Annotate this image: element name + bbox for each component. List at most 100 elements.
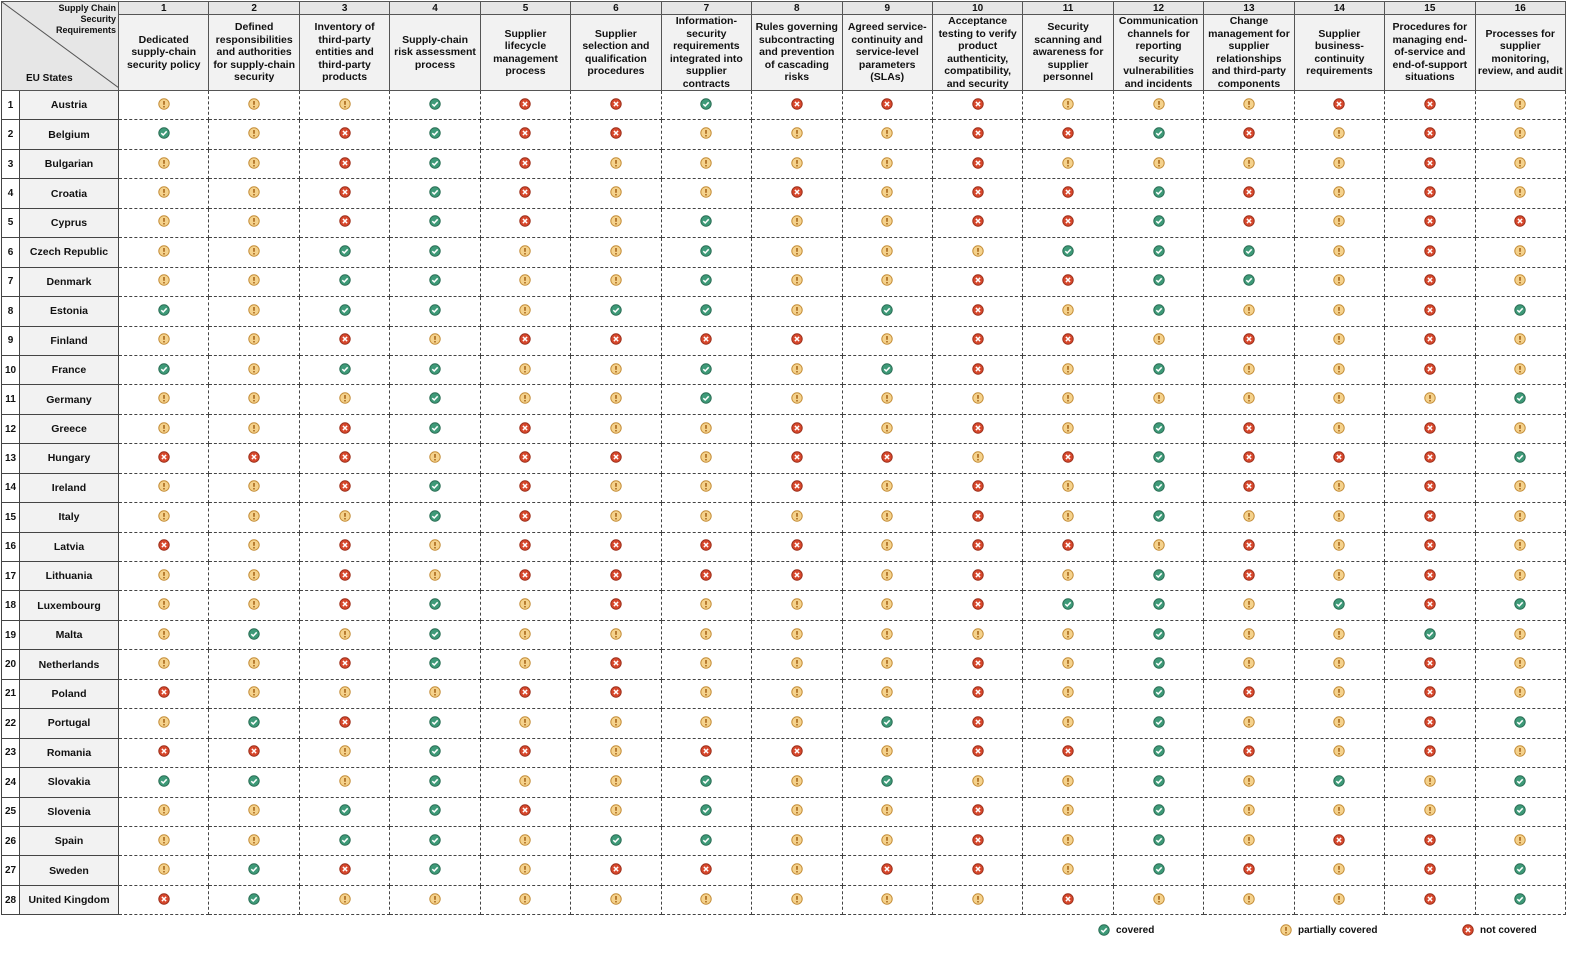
status-cell [570,472,662,504]
status-icon [338,598,351,610]
status-cell [570,89,662,121]
status-icon [610,274,622,287]
status-icon [1062,186,1074,198]
state-name: Poland [19,678,119,710]
status-icon [791,716,803,728]
status-icon [1152,186,1165,198]
status-cell [931,266,1024,298]
status-icon [1424,480,1436,493]
status-cell [1022,502,1114,533]
row-number: 20 [1,649,20,680]
status-cell [1474,502,1567,533]
state-name: Estonia [19,296,119,327]
status-icon [519,421,532,434]
status-cell [1474,413,1567,445]
status-icon [610,569,622,581]
status-cell [570,737,662,769]
status-icon [158,451,170,463]
state-name: Croatia [19,178,119,209]
status-icon [158,127,170,139]
status-cell [1112,619,1205,651]
status-cell [841,708,933,739]
status-icon [1424,598,1436,610]
status-icon [1243,304,1255,316]
status-cell [1384,325,1476,356]
status-icon [248,510,260,522]
status-icon [1333,98,1346,110]
status-icon [338,804,351,816]
status-icon [429,421,441,434]
status-cell [931,531,1024,563]
status-cell [931,119,1024,150]
status-icon [1424,451,1436,463]
status-cell [931,649,1024,680]
status-cell [660,384,753,415]
status-icon [700,156,713,169]
status-icon [248,716,260,728]
status-cell [570,296,662,327]
status-icon [158,892,170,905]
status-icon [1062,98,1074,110]
status-icon [971,215,984,228]
status-icon [1152,833,1165,846]
status-icon [971,186,984,198]
status-cell [570,884,662,916]
status-icon [1152,215,1165,228]
status-icon [1243,892,1255,905]
status-cell [298,237,391,268]
state-row: 16 Latvia [1,531,1567,563]
status-cell [1474,649,1567,680]
status-icon [1062,127,1074,139]
status-icon [1152,804,1165,816]
status-cell [298,384,391,415]
status-icon [1062,510,1074,522]
status-cell [298,443,391,474]
status-icon [158,215,170,228]
status-cell [751,472,843,504]
status-cell [660,443,753,474]
status-icon [971,745,984,758]
status-cell [751,148,843,180]
row-number: 6 [1,237,20,268]
status-cell [660,590,753,621]
status-cell [208,472,300,504]
status-icon [1333,775,1346,787]
status-cell [841,413,933,445]
status-icon [248,98,260,110]
status-icon [610,833,622,846]
status-cell [1384,354,1476,386]
status-icon [1243,362,1255,375]
status-cell [389,560,481,592]
status-cell [931,178,1024,209]
status-cell [117,237,210,268]
state-row: 6 Czech Republic [1,237,1567,268]
status-cell [1384,531,1476,563]
status-cell [1474,89,1567,121]
status-cell [751,413,843,445]
status-cell [1384,443,1476,474]
status-icon [248,392,260,404]
column-number: 11 [1022,1,1114,15]
row-number: 5 [1,207,20,239]
status-cell [1112,443,1205,474]
status-icon [1424,510,1436,522]
status-cell [841,472,933,504]
status-cell [1293,884,1386,916]
corner-diagonal [2,2,118,88]
status-icon [248,421,260,434]
status-icon [1152,274,1165,287]
status-icon [1062,392,1074,404]
status-cell [1022,678,1114,710]
status-icon [791,245,803,257]
status-icon [248,775,260,787]
status-icon [1243,451,1255,463]
status-cell [841,119,933,150]
status-icon [1333,863,1346,875]
status-cell [1384,207,1476,239]
status-cell [660,708,753,739]
status-cell [841,678,933,710]
status-cell [298,678,391,710]
status-icon [248,362,260,375]
status-icon [971,421,984,434]
status-icon [1424,804,1436,816]
